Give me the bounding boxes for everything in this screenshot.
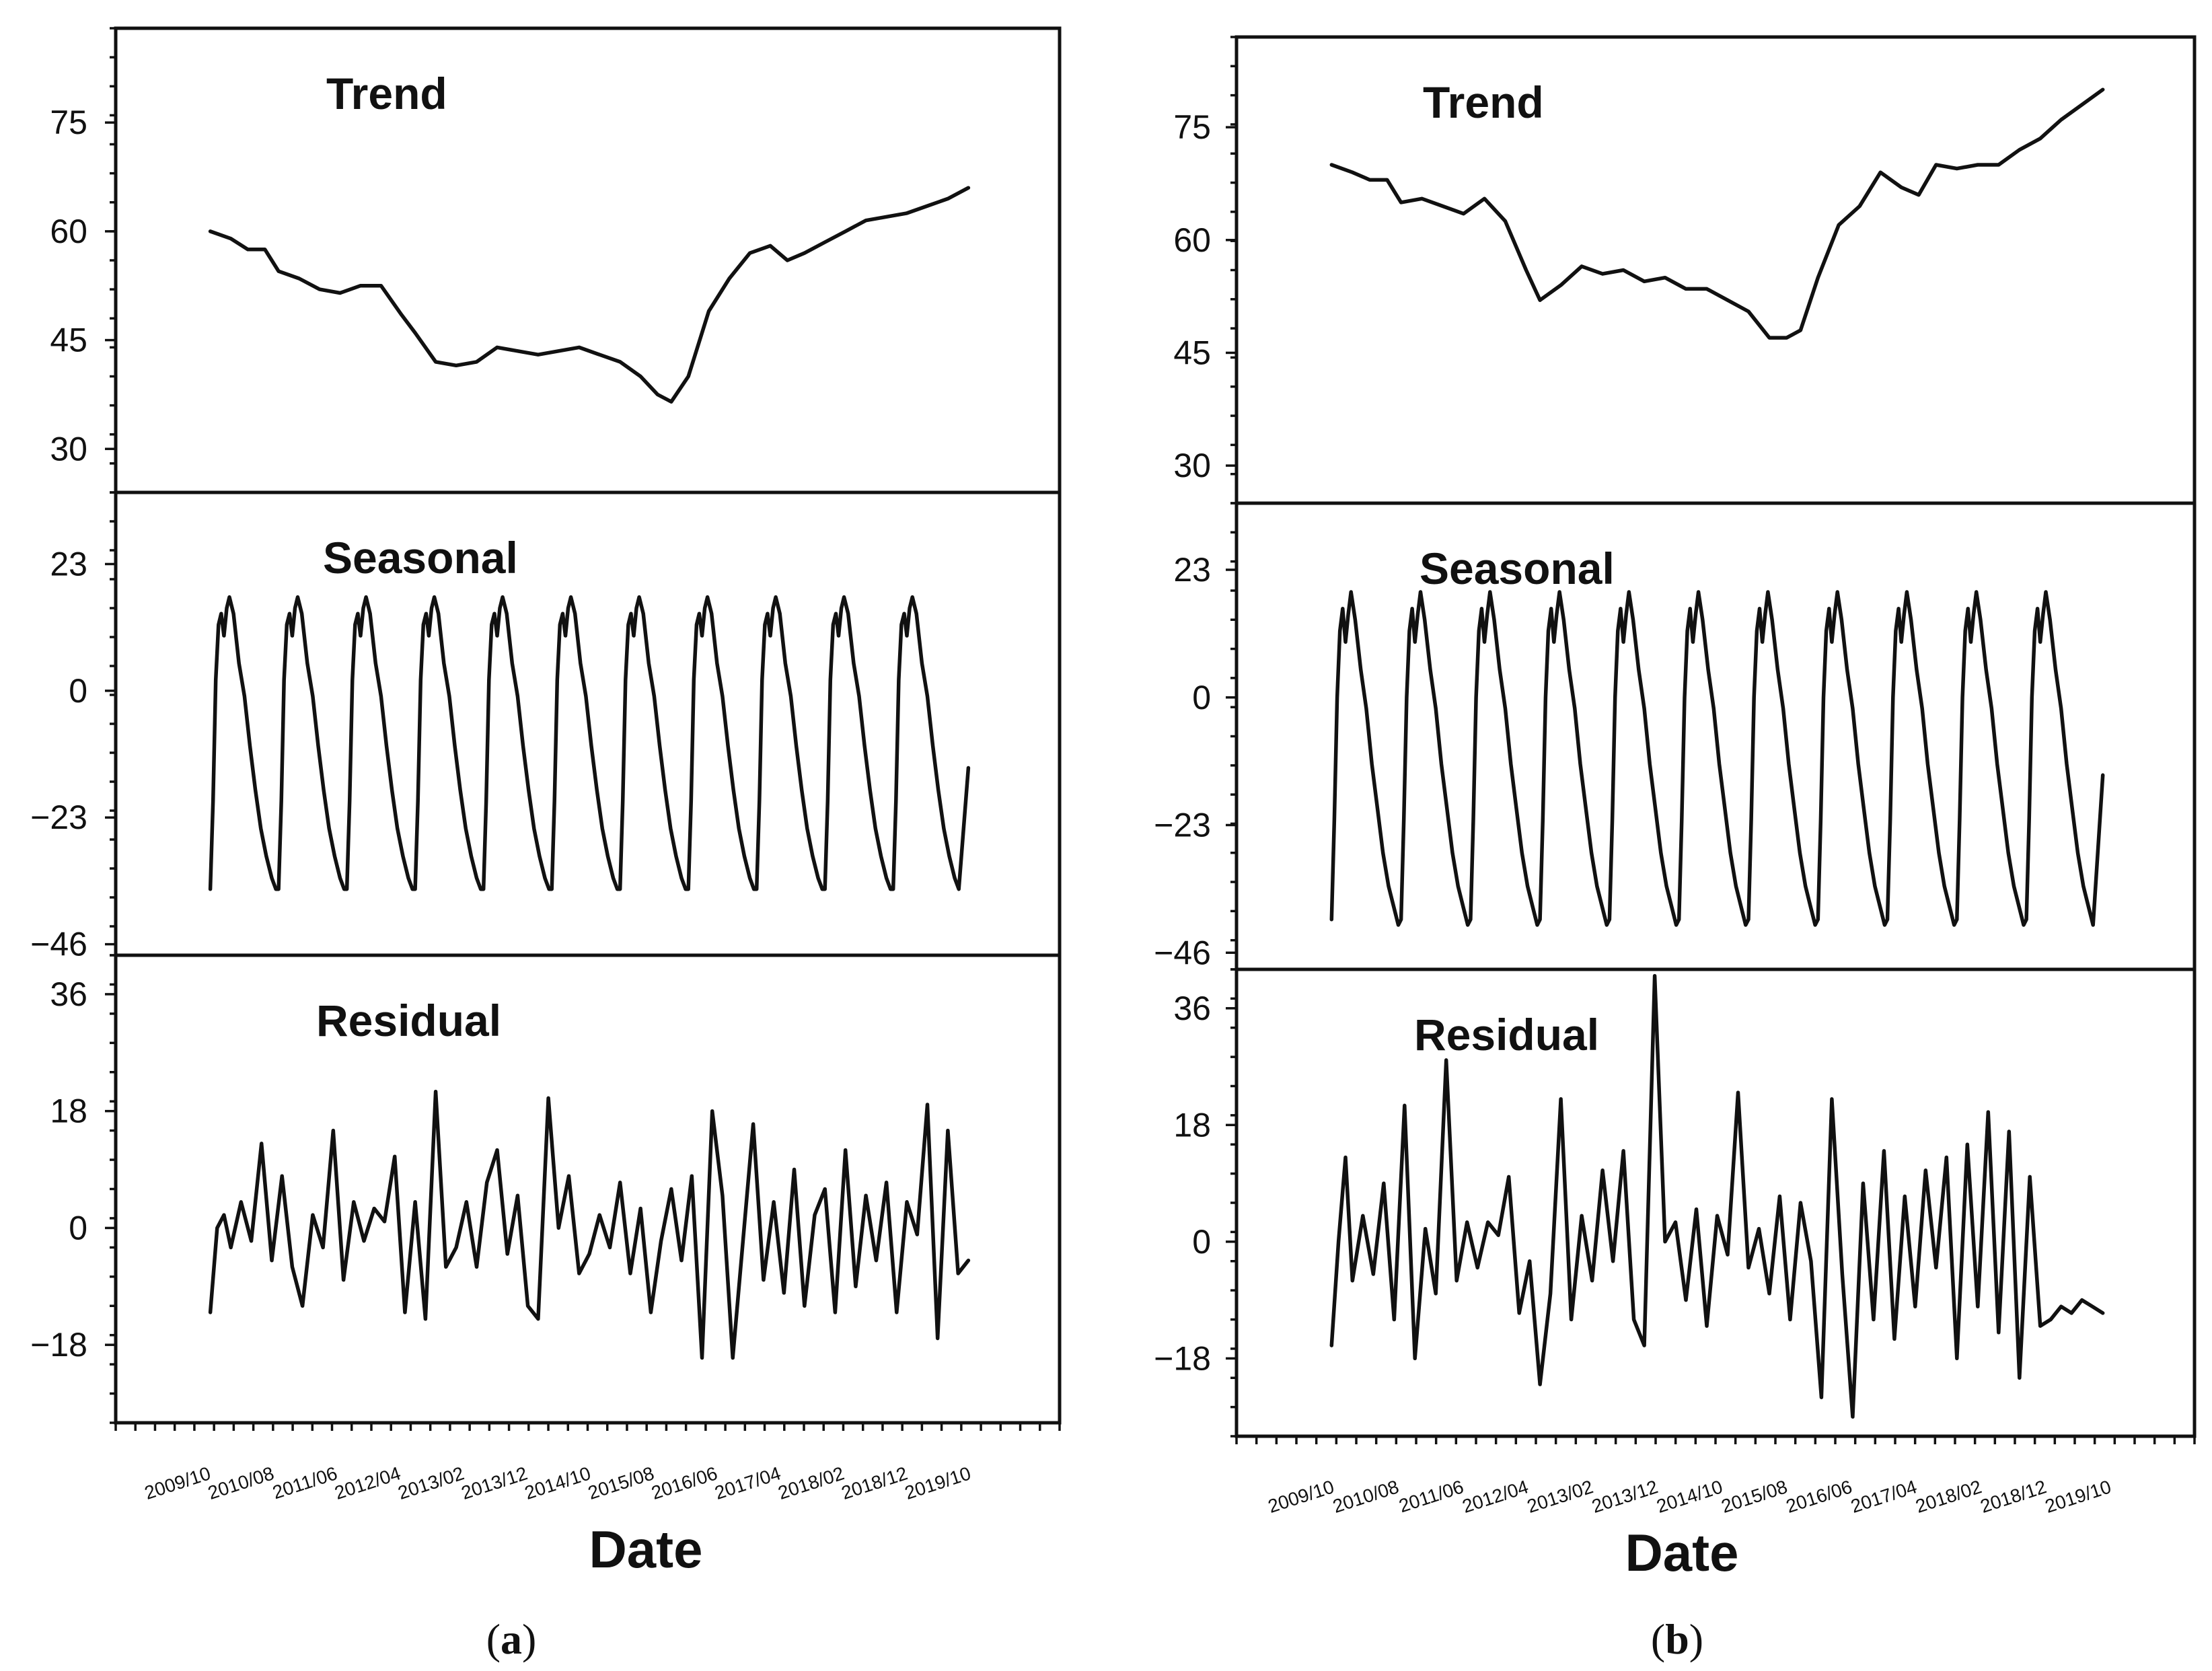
chart-b-trend-title: Trend xyxy=(1423,77,1544,127)
chart-a-trend-panel: 75 60 45 30 Trend xyxy=(50,27,971,494)
chart-a-seasonal-series-line xyxy=(208,595,971,891)
chart-a-seasonal-title: Seasonal xyxy=(323,533,518,583)
chart-a-residual-title: Residual xyxy=(316,996,501,1045)
chart-a-trend-title: Trend xyxy=(326,69,447,118)
chart-b-trend-ytick-label: 30 xyxy=(1173,447,1211,484)
chart-b-residual-title: Residual xyxy=(1414,1010,1599,1060)
chart-b-trend-panel: 75 60 45 30 Trend xyxy=(1173,36,2105,505)
chart-b-residual-panel: 36 18 0 −18 Residual xyxy=(1154,967,2195,1438)
chart-a-trend-ytick-label: 45 xyxy=(50,322,87,359)
caption-b: (b) xyxy=(1651,1615,1703,1663)
chart-b-seasonal-series-line xyxy=(1329,590,2105,927)
chart-a-seasonal-ytick-label: −46 xyxy=(30,926,87,963)
chart-a-residual-ytick-label: −18 xyxy=(30,1326,87,1364)
chart-a-seasonal-ytick-label: −23 xyxy=(30,799,87,836)
chart-a-residual-ytick-label: 36 xyxy=(50,975,87,1013)
chart-a-seasonal-ytick-label: 23 xyxy=(50,545,87,583)
chart-a-residual-ytick-label: 18 xyxy=(50,1092,87,1130)
chart-a-trend-ytick-label: 30 xyxy=(50,430,87,468)
chart-a-residual-panel: 36 18 0 −18 Residual xyxy=(30,953,1060,1424)
chart-b-seasonal-ytick-label: 0 xyxy=(1192,679,1211,716)
chart-b-seasonal-ytick-label: −23 xyxy=(1154,807,1211,844)
chart-b-residual-ytick-label: −18 xyxy=(1154,1339,1211,1377)
chart-b-trend-series-line xyxy=(1329,87,2105,340)
chart-a-residual-ytick-label: 0 xyxy=(69,1209,87,1247)
chart-b-seasonal-title: Seasonal xyxy=(1420,544,1615,593)
chart-b-residual-ytick-label: 18 xyxy=(1173,1106,1211,1144)
chart-b-seasonal-ytick-label: −46 xyxy=(1154,934,1211,971)
caption-a: (a) xyxy=(486,1615,537,1663)
chart-b-xlabel: Date xyxy=(1625,1523,1738,1582)
chart-b-trend-ytick-label: 75 xyxy=(1173,108,1211,146)
chart-a-residual-series-line xyxy=(208,1089,971,1360)
chart-b-trend-ytick-label: 45 xyxy=(1173,334,1211,371)
chart-b-seasonal-ytick-label: 23 xyxy=(1173,551,1211,589)
chart-b-trend-ytick-label: 60 xyxy=(1173,221,1211,259)
chart-a-xlabel: Date xyxy=(589,1520,702,1579)
chart-a-seasonal-ytick-label: 0 xyxy=(69,672,87,710)
chart-a-trend-series-line xyxy=(208,186,971,404)
chart-a-seasonal-panel: 23 0 −23 −46 Seasonal xyxy=(30,490,1060,963)
chart-b-residual-ytick-label: 0 xyxy=(1192,1223,1211,1261)
chart-a-trend-ytick-label: 75 xyxy=(50,104,87,141)
chart-b-residual-ytick-label: 36 xyxy=(1173,990,1211,1027)
chart-b-residual-series-line xyxy=(1329,973,2105,1419)
chart-a-trend-ytick-label: 60 xyxy=(50,213,87,250)
